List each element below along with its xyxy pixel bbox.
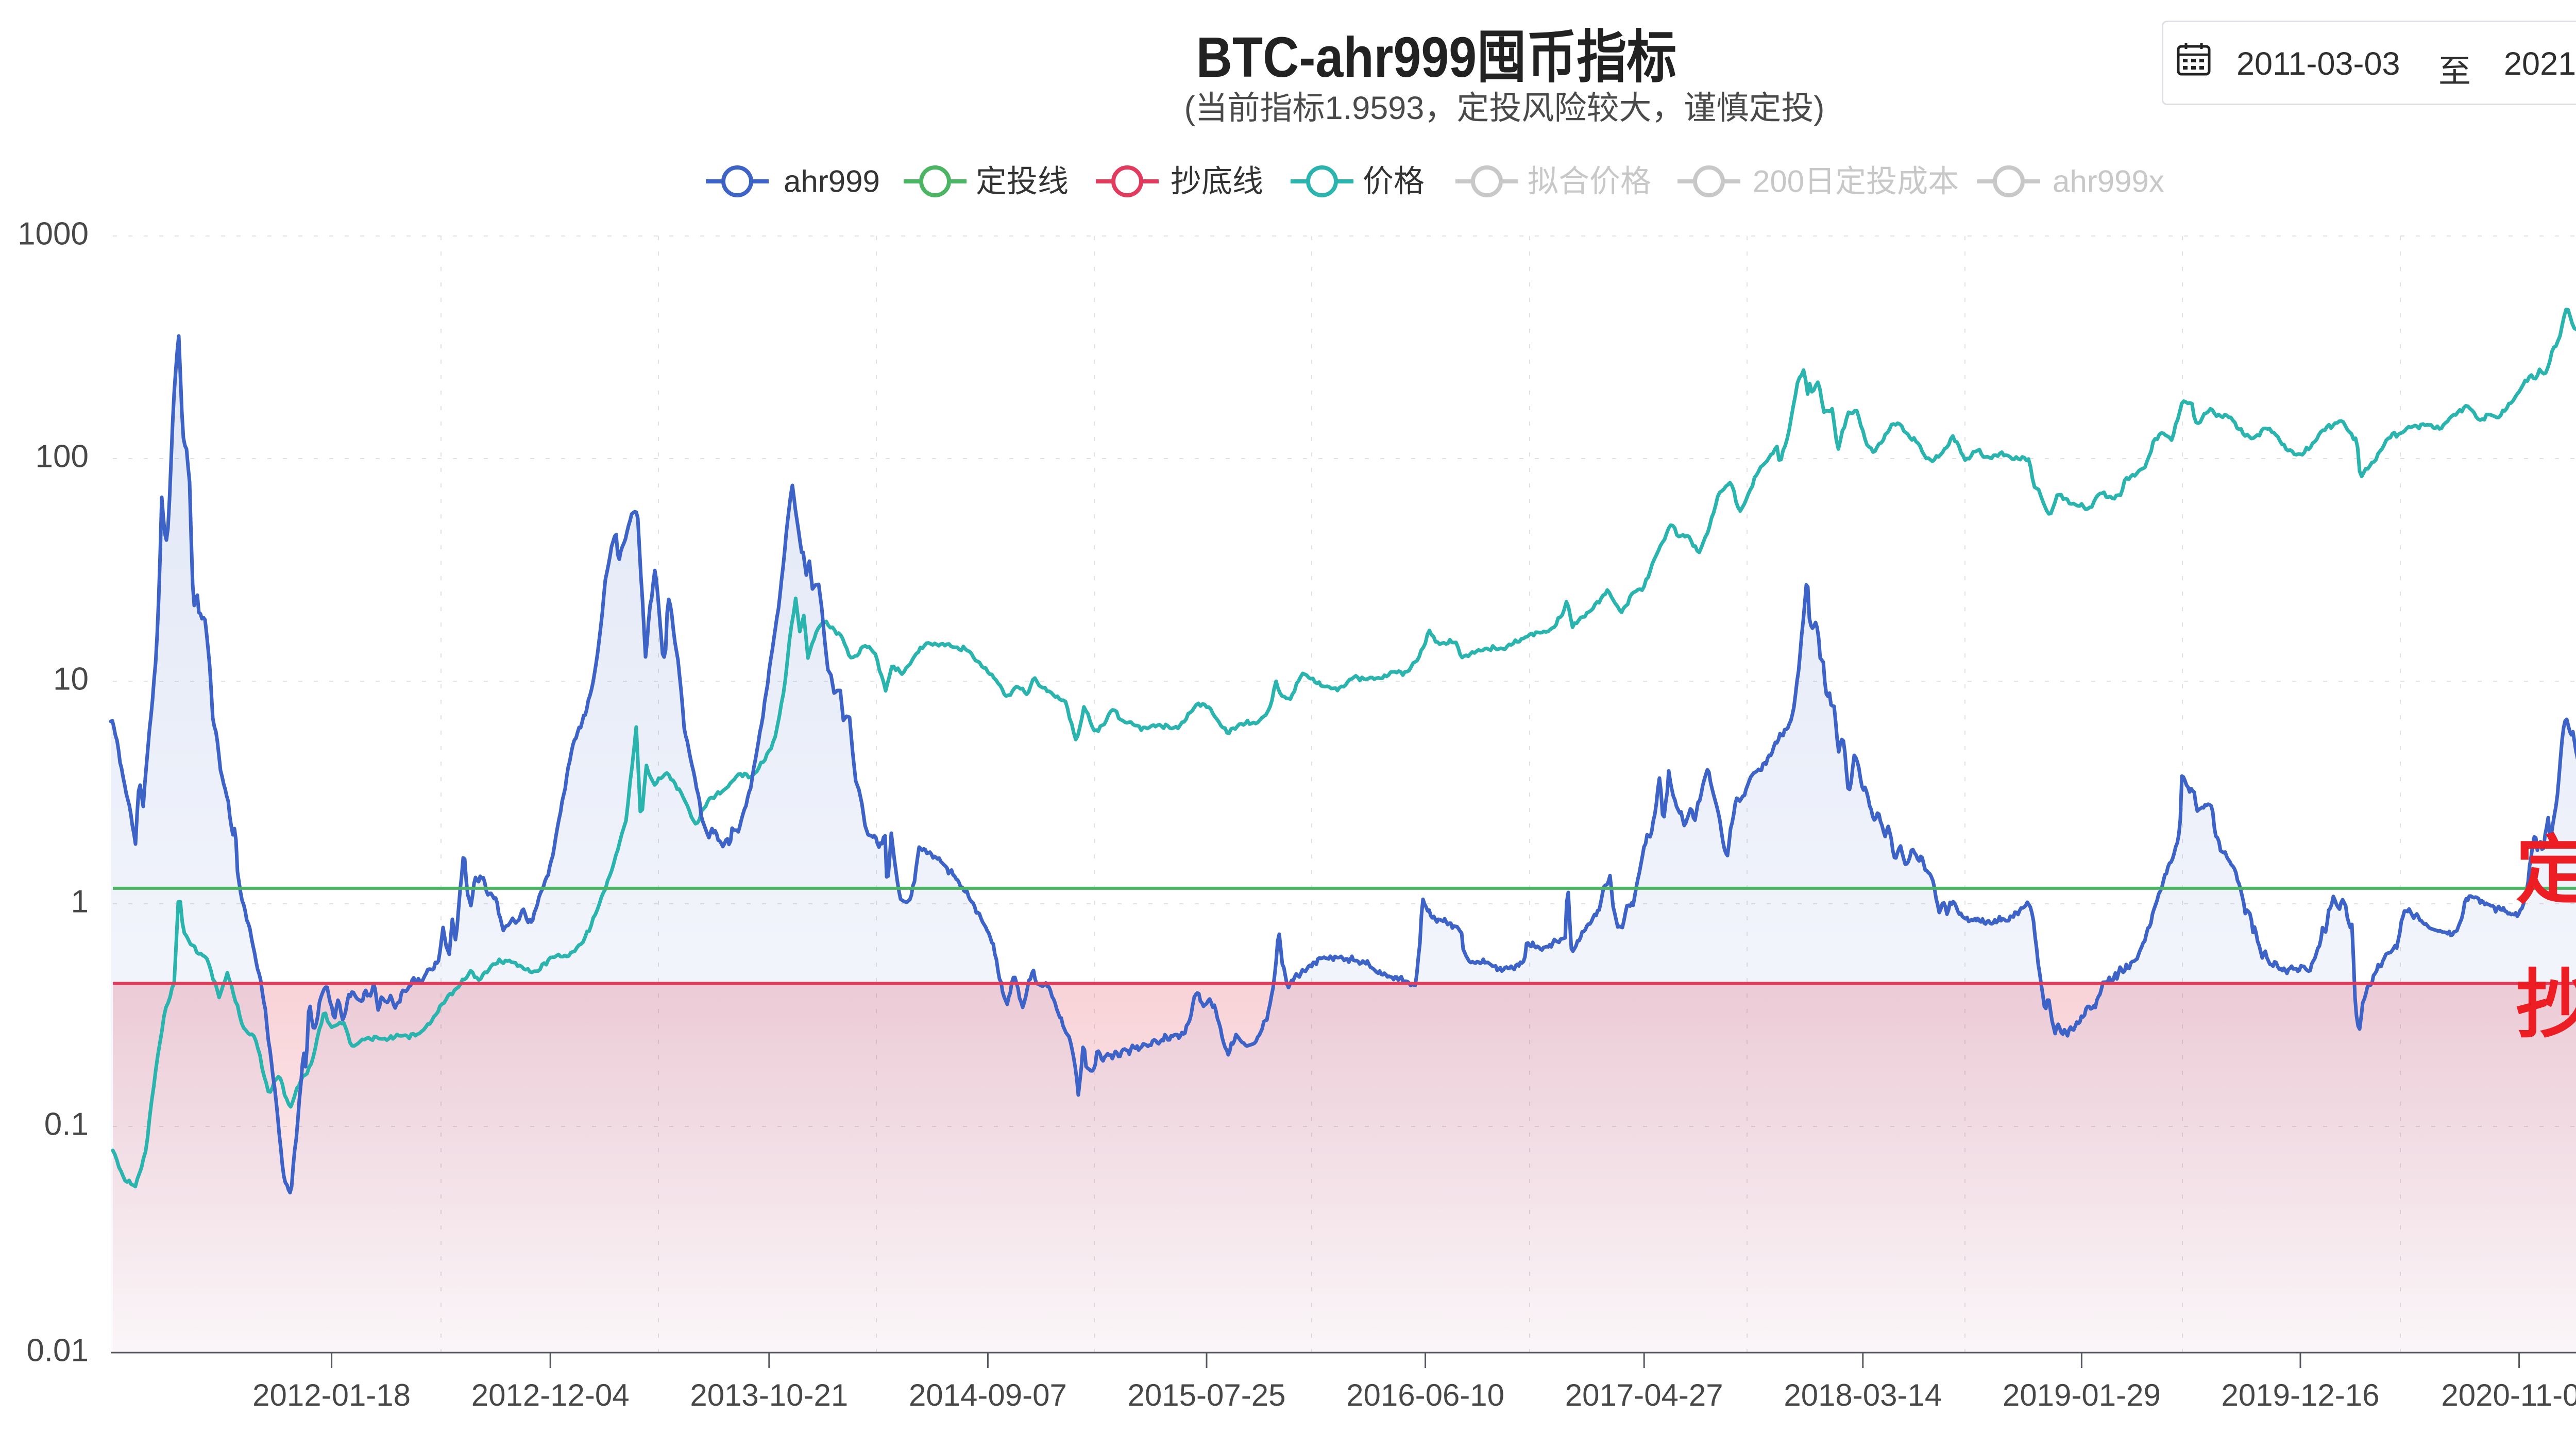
svg-text:200日定投成本: 200日定投成本 xyxy=(1753,164,1959,199)
svg-text:2018-03-14: 2018-03-14 xyxy=(1784,1378,1942,1412)
svg-text:ahr999: ahr999 xyxy=(784,164,880,199)
svg-text:100: 100 xyxy=(36,439,89,474)
svg-text:ahr999x: ahr999x xyxy=(2053,164,2164,199)
svg-text:0.01: 0.01 xyxy=(26,1333,89,1368)
svg-text:价格: 价格 xyxy=(1363,164,1425,199)
svg-text:2019-01-29: 2019-01-29 xyxy=(2003,1378,2161,1412)
svg-text:2020-11-01: 2020-11-01 xyxy=(2441,1378,2576,1412)
svg-text:2014-09-07: 2014-09-07 xyxy=(909,1378,1067,1412)
svg-text:10: 10 xyxy=(53,661,89,697)
svg-text:2019-12-16: 2019-12-16 xyxy=(2222,1378,2380,1412)
svg-text:抄底线: 抄底线 xyxy=(1171,164,1263,199)
svg-text:定投线: 定投线 xyxy=(2516,829,2576,913)
svg-text:2015-07-25: 2015-07-25 xyxy=(1128,1378,1286,1412)
svg-text:定投线: 定投线 xyxy=(976,164,1069,199)
svg-text:2012-01-18: 2012-01-18 xyxy=(252,1378,411,1412)
svg-text:2012-12-04: 2012-12-04 xyxy=(471,1378,630,1412)
svg-text:0.1: 0.1 xyxy=(44,1106,89,1142)
svg-text:2016-06-10: 2016-06-10 xyxy=(1346,1378,1504,1412)
svg-text:2017-04-27: 2017-04-27 xyxy=(1565,1378,1723,1412)
svg-text:拟合价格: 拟合价格 xyxy=(1528,164,1651,199)
svg-text:抄底线: 抄底线 xyxy=(2516,963,2576,1047)
svg-text:2013-10-21: 2013-10-21 xyxy=(690,1378,848,1412)
svg-text:1: 1 xyxy=(71,884,89,919)
svg-text:1000: 1000 xyxy=(18,216,89,251)
